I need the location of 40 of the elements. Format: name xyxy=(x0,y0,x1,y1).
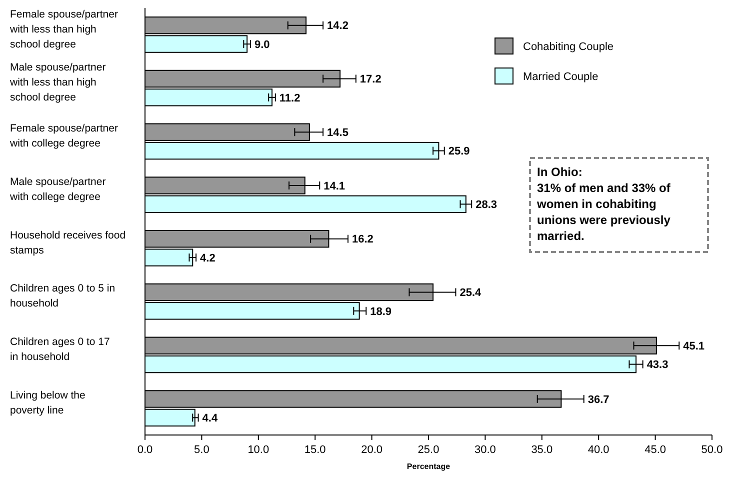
x-tick-label: 5.0 xyxy=(194,444,210,456)
y-tick-label: Children ages 0 to 17 in household xyxy=(10,336,110,364)
data-label: 25.9 xyxy=(448,146,470,158)
data-label: 11.2 xyxy=(279,92,300,104)
data-label: 43.3 xyxy=(646,359,668,372)
data-label: 28.3 xyxy=(476,199,498,212)
x-tick-label: 15.0 xyxy=(304,444,326,456)
y-tick-label: Household receives food stamps xyxy=(10,229,126,256)
x-tick-label: 25.0 xyxy=(418,444,440,456)
data-label: 4.4 xyxy=(202,412,218,425)
data-label: 17.2 xyxy=(360,74,382,86)
x-tick-label: 40.0 xyxy=(588,444,610,456)
y-tick-label: Male spouse/partner with college degree xyxy=(9,176,106,203)
data-label: 14.1 xyxy=(324,180,346,192)
x-axis-title: Percentage xyxy=(406,462,451,471)
x-tick-label: 50.0 xyxy=(701,444,723,456)
data-label: 18.9 xyxy=(370,306,392,318)
y-tick-label: Female spouse/partner with college degree xyxy=(9,122,118,150)
x-tick-label: 0.0 xyxy=(137,444,153,456)
legend-label: Cohabiting Couple xyxy=(523,40,614,53)
x-tick-label: 30.0 xyxy=(474,444,496,456)
x-tick-label: 35.0 xyxy=(531,444,553,456)
data-label: 25.4 xyxy=(460,287,482,300)
x-tick-label: 45.0 xyxy=(644,444,666,456)
data-label: 4.2 xyxy=(200,252,216,264)
data-label: 9.0 xyxy=(254,38,270,51)
x-tick-label: 10.0 xyxy=(248,444,270,456)
y-tick-label: Living below the poverty line xyxy=(10,389,86,416)
y-tick-label: Children ages 0 to 5 in household xyxy=(10,282,116,310)
y-tick-label: Female spouse/partner with less than high school degree xyxy=(9,8,118,50)
y-tick-label: Male spouse/partner with less than high school degree xyxy=(9,62,106,104)
x-tick-label: 20.0 xyxy=(361,444,383,456)
legend-label: Married Couple xyxy=(523,70,598,83)
data-label: 45.1 xyxy=(683,340,705,352)
note-box: In Ohio: 31% of men and 33% of women in cohabiting unions were previously married. xyxy=(529,157,709,253)
data-label: 14.2 xyxy=(327,20,348,32)
data-label: 36.7 xyxy=(588,394,610,406)
annotation: In Ohio: 31% of men and 33% of women in cohabiting unions were previously married. xyxy=(536,165,672,243)
data-label: 16.2 xyxy=(352,234,374,246)
data-label: 14.5 xyxy=(327,126,348,139)
